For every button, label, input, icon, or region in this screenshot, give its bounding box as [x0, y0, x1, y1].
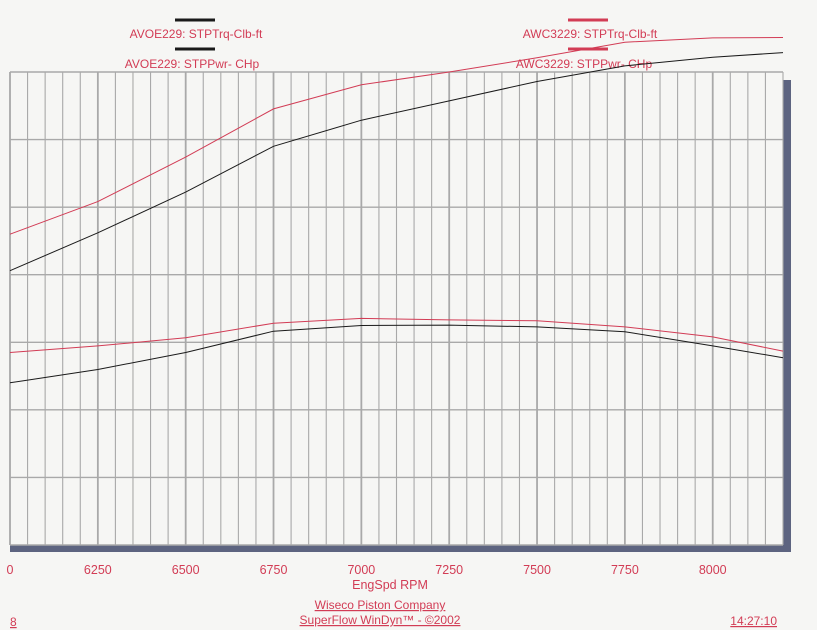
plot-shadow	[783, 80, 791, 552]
plot-shadow-bottom	[10, 545, 791, 552]
series-line-3	[9, 324, 784, 384]
footer-software: SuperFlow WinDyn™ - ©2002	[300, 613, 461, 627]
series-line-2	[9, 37, 784, 235]
legend: AVOE229: STPTrq-Clb-ft AVOE229: STPPwr- …	[125, 18, 658, 71]
legend-label-awc-trq: AWC3229: STPTrq-Clb-ft	[523, 27, 658, 41]
x-tick-label: 8000	[699, 563, 727, 577]
x-tick-label: 6750	[260, 563, 288, 577]
footer-company: Wiseco Piston Company	[315, 598, 446, 612]
series-line-4	[9, 317, 784, 353]
legend-label-avoe-pwr: AVOE229: STPPwr- CHp	[125, 57, 260, 71]
x-tick-label: 6500	[172, 563, 200, 577]
x-axis-label: EngSpd RPM	[352, 578, 428, 592]
series-line-1	[9, 52, 784, 272]
legend-label-awc-pwr: AWC3229: STPPwr- CHp	[516, 57, 653, 71]
legend-label-avoe-trq: AVOE229: STPTrq-Clb-ft	[130, 27, 263, 41]
x-tick-label: 0	[7, 563, 14, 577]
x-tick-label: 7250	[435, 563, 463, 577]
footer-left-fragment: 8	[10, 615, 17, 629]
grid	[9, 71, 784, 546]
footer-time: 14:27:10	[730, 614, 777, 628]
x-tick-label: 7500	[523, 563, 551, 577]
series-layer	[9, 37, 784, 384]
x-tick-labels: 0 6250 6500 6750 7000 7250 7500 7750 8000	[7, 563, 727, 577]
x-tick-label: 7750	[611, 563, 639, 577]
x-tick-label: 7000	[347, 563, 375, 577]
x-tick-label: 6250	[84, 563, 112, 577]
